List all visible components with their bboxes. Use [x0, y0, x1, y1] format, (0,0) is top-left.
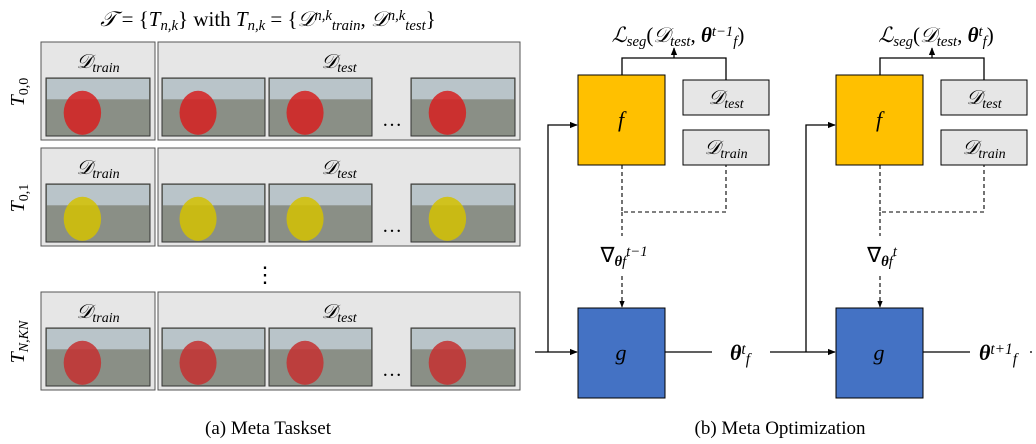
math-part: ,	[957, 23, 968, 47]
math-part: test	[337, 61, 358, 76]
math-part: ,	[691, 23, 702, 47]
math-part: f	[1013, 351, 1020, 368]
mask	[429, 341, 466, 385]
math-part: ,	[360, 7, 371, 31]
vertical-ellipsis: ⋮	[254, 262, 276, 287]
gradient-label: ∇θft	[866, 243, 898, 270]
g-label: g	[874, 340, 885, 365]
photo-sky	[412, 185, 514, 205]
math-part: θ	[701, 23, 712, 47]
math-part: t−1	[626, 244, 647, 260]
mask	[180, 91, 217, 135]
ellipsis: …	[382, 359, 402, 381]
math-part: t−1	[712, 24, 733, 40]
math-part: = {	[265, 7, 297, 31]
math-part: train	[720, 147, 747, 162]
math-part: seg	[893, 34, 913, 50]
mask	[429, 197, 466, 241]
math-part: )	[737, 23, 744, 47]
photo-sky	[412, 79, 514, 99]
math-part: )	[987, 23, 994, 47]
math-part: (	[913, 23, 920, 47]
photo-sky	[412, 329, 514, 349]
row-label: TN,KN	[7, 320, 32, 363]
math-part: train	[978, 147, 1005, 162]
math-part: test	[937, 34, 958, 50]
math-part: test	[724, 97, 745, 112]
math-part: N	[17, 320, 32, 331]
gradient-label: ∇θft−1	[599, 243, 647, 270]
photo-sky	[163, 329, 264, 349]
math-part: = {	[116, 7, 148, 31]
math-part: N,K	[17, 329, 32, 353]
photo-sky	[270, 79, 371, 99]
math-part: train	[332, 18, 361, 34]
math-part: ∇	[599, 243, 615, 267]
photo-sky	[47, 329, 149, 349]
photo-sky	[47, 79, 149, 99]
mask	[287, 91, 324, 135]
math-part: 0,0	[17, 78, 32, 96]
feed-branch	[548, 125, 577, 352]
mask	[287, 197, 324, 241]
photo-sky	[270, 329, 371, 349]
mask	[287, 341, 324, 385]
math-part: θ	[979, 340, 991, 365]
header-formula: 𝒯 = {Tn,k} with Tn,k = {𝒟n,ktrain, 𝒟n,kt…	[100, 7, 436, 34]
math-part: ℒ	[612, 23, 628, 47]
g-label: g	[616, 340, 627, 365]
math-part: n,k	[388, 8, 406, 24]
loss-label: ℒseg(𝒟test, θt−1f)	[612, 23, 745, 50]
math-part: train	[92, 311, 119, 326]
mask	[180, 341, 217, 385]
math-part: n,k	[314, 8, 332, 24]
output-label: θtf	[730, 340, 753, 368]
photo-sky	[47, 185, 149, 205]
ellipsis: …	[382, 109, 402, 131]
dashed-connector	[880, 165, 984, 212]
math-part: (	[646, 23, 653, 47]
dashed-connector	[622, 165, 726, 212]
mask	[429, 91, 466, 135]
loss-label: ℒseg(𝒟test, θtf)	[878, 23, 993, 50]
math-part: ℒ	[878, 23, 894, 47]
math-part: }	[426, 7, 436, 31]
photo-sky	[163, 79, 264, 99]
math-part: test	[337, 311, 358, 326]
math-part: train	[92, 61, 119, 76]
math-part: } with	[178, 7, 236, 31]
math-part: n,k	[160, 18, 178, 34]
math-part: f	[746, 351, 753, 368]
math-part: test	[405, 18, 426, 34]
caption: (b) Meta Optimization	[695, 418, 866, 439]
math-part: ∇	[866, 243, 882, 267]
figure: 𝒯 = {Tn,k} with Tn,k = {𝒟n,ktrain, 𝒟n,kt…	[0, 0, 1036, 444]
math-part: θ	[730, 340, 742, 365]
math-part: seg	[627, 34, 647, 50]
output-label: θt+1f	[979, 340, 1020, 368]
mask	[180, 197, 217, 241]
photo-sky	[270, 185, 371, 205]
math-part: t+1	[990, 341, 1012, 358]
math-part: test	[337, 167, 358, 182]
feed-branch	[806, 125, 835, 352]
photo-sky	[163, 185, 264, 205]
row-label: T0,1	[7, 184, 32, 213]
row-label: T0,0	[7, 78, 32, 107]
math-part: 0,1	[17, 184, 32, 202]
mask	[64, 197, 101, 241]
math-part: train	[92, 167, 119, 182]
math-part: θ	[968, 23, 979, 47]
math-part: n,k	[248, 18, 266, 34]
math-part: test	[670, 34, 691, 50]
ellipsis: …	[382, 215, 402, 237]
mask	[64, 341, 101, 385]
math-part: t	[893, 244, 898, 260]
math-part: test	[982, 97, 1003, 112]
mask	[64, 91, 101, 135]
caption: (a) Meta Taskset	[205, 418, 332, 439]
